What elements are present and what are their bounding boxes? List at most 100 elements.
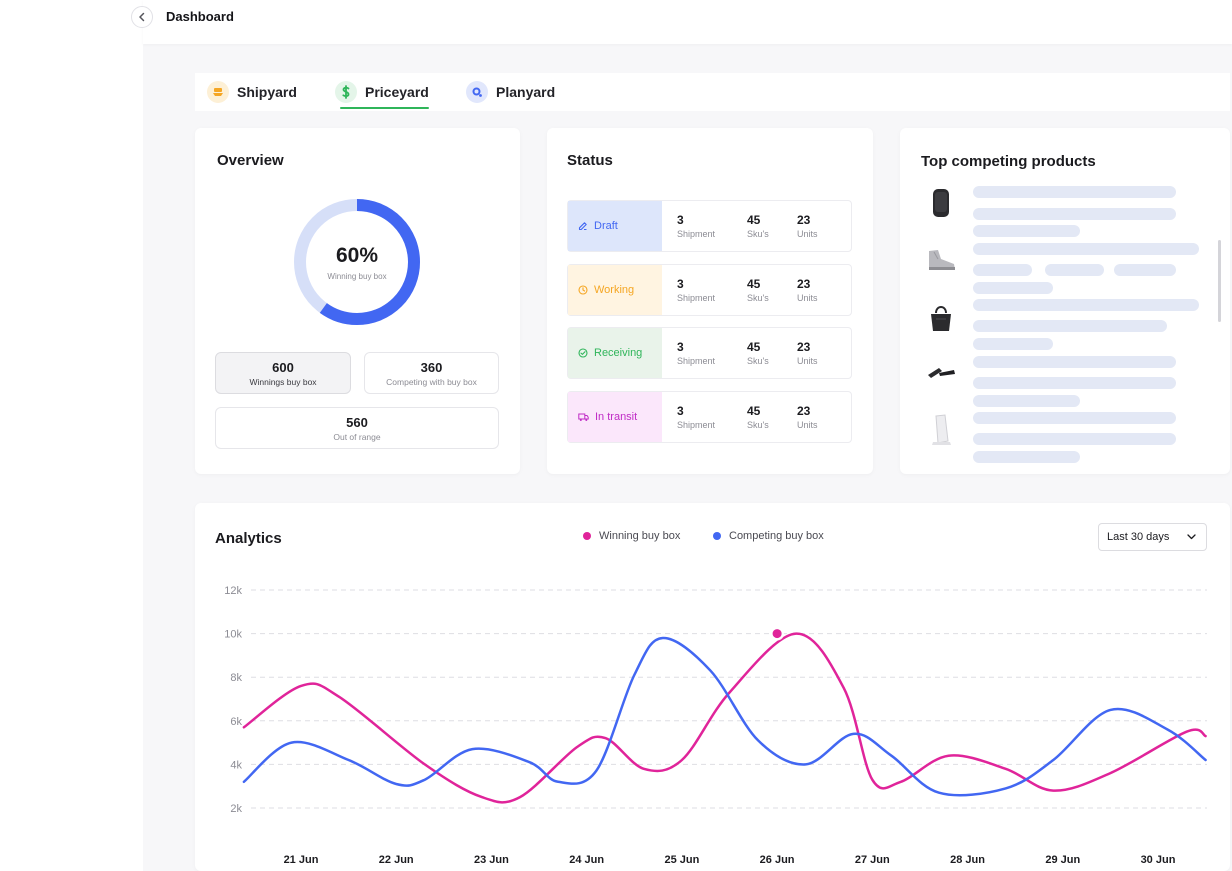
placeholder-bar <box>973 338 1053 350</box>
ship-icon <box>207 81 229 103</box>
placeholder-bar <box>973 412 1176 424</box>
legend-winning: Winning buy box <box>583 530 680 542</box>
shipment-label: Shipment <box>677 356 716 366</box>
legend-label: Winning buy box <box>599 530 681 542</box>
status-tag: Draft <box>568 201 662 251</box>
stat-competing[interactable]: 360 Competing with buy box <box>364 352 499 394</box>
stat-label: Winnings buy box <box>249 376 317 387</box>
highlight-point <box>772 629 782 639</box>
x-tick-label: 21 Jun <box>284 854 319 866</box>
top-bar <box>143 0 1232 44</box>
placeholder-bar <box>973 264 1032 276</box>
placeholder-bar <box>973 299 1199 311</box>
back-button[interactable] <box>131 6 153 28</box>
remote-icon <box>921 352 961 392</box>
y-tick-label: 2k <box>230 803 242 815</box>
x-tick-label: 27 Jun <box>855 854 890 866</box>
unit-count: 23 <box>797 340 811 354</box>
donut-caption: Winning buy box <box>327 271 387 281</box>
donut-percent: 60% <box>335 243 379 267</box>
x-tick-label: 26 Jun <box>760 854 795 866</box>
legend-dot <box>713 532 721 540</box>
sidebar <box>0 0 143 871</box>
unit-label: Units <box>797 229 818 239</box>
status-tag: Working <box>568 265 662 315</box>
plan-icon <box>466 81 488 103</box>
date-range-value: Last 30 days <box>1107 531 1170 543</box>
sku-count: 45 <box>747 213 761 227</box>
analytics-card <box>195 503 1230 871</box>
stat-label: Out of range <box>333 431 381 442</box>
donut-label: 60% Winning buy box <box>292 197 422 327</box>
overview-title: Overview <box>217 152 284 169</box>
placeholder-bar <box>973 377 1176 389</box>
y-tick-label: 8k <box>230 672 242 684</box>
tab-priceyard[interactable]: Priceyard <box>335 73 429 111</box>
status-row-working[interactable]: Working 3 Shipment 45 Sku's 23 Units <box>567 264 852 316</box>
stat-value: 600 <box>272 359 294 375</box>
legend-label: Competing buy box <box>729 530 824 542</box>
scrollbar-thumb[interactable] <box>1218 240 1221 322</box>
status-row-in-transit[interactable]: In transit 3 Shipment 45 Sku's 23 Units <box>567 391 852 443</box>
y-tick-label: 4k <box>230 759 242 771</box>
active-tab-indicator <box>340 107 429 109</box>
shipment-count: 3 <box>677 340 684 354</box>
status-tag: Receiving <box>568 328 662 378</box>
status-label: Working <box>594 284 635 296</box>
shoe-icon <box>921 240 961 280</box>
x-tick-label: 22 Jun <box>379 854 414 866</box>
stat-out-of-range[interactable]: 560 Out of range <box>215 407 499 449</box>
shipment-count: 3 <box>677 404 684 418</box>
x-tick-label: 25 Jun <box>664 854 699 866</box>
shipment-label: Shipment <box>677 229 716 239</box>
status-label: Draft <box>594 220 618 232</box>
placeholder-bar <box>973 225 1080 237</box>
analytics-chart: 12k 10k 8k 6k 4k 2k 21 Jun 22 Jun 23 Jun 24 Jun 25… <box>224 585 1207 866</box>
legend-competing: Competing buy box <box>713 530 824 542</box>
charger-icon <box>921 410 961 450</box>
page-title: Dashboard <box>166 9 234 24</box>
status-row-receiving[interactable]: Receiving 3 Shipment 45 Sku's 23 Units <box>567 327 852 379</box>
stat-value: 360 <box>420 359 443 375</box>
tab-bar: Shipyard Priceyard Planyard <box>195 73 1230 111</box>
y-tick-label: 12k <box>224 585 242 597</box>
x-tick-label: 23 Jun <box>474 854 509 866</box>
shipment-count: 3 <box>677 277 684 291</box>
date-range-select[interactable]: Last 30 days <box>1098 523 1207 551</box>
sku-label: Sku's <box>747 293 769 303</box>
placeholder-bar <box>973 320 1167 332</box>
status-row-draft[interactable]: Draft 3 Shipment 45 Sku's 23 Units <box>567 200 852 252</box>
placeholder-bar <box>973 451 1080 463</box>
tab-shipyard[interactable]: Shipyard <box>207 73 297 111</box>
sku-label: Sku's <box>747 420 769 430</box>
placeholder-bar <box>1114 264 1176 276</box>
x-tick-label: 28 Jun <box>950 854 985 866</box>
unit-label: Units <box>797 420 818 430</box>
stat-winnings[interactable]: 600 Winnings buy box <box>215 352 351 394</box>
placeholder-bar <box>973 433 1176 445</box>
status-label: In transit <box>595 411 638 423</box>
placeholder-bar <box>1045 264 1104 276</box>
winning-series-line <box>242 632 1207 804</box>
sku-count: 45 <box>747 404 761 418</box>
placeholder-bar <box>973 282 1053 294</box>
legend-dot <box>583 532 591 540</box>
unit-count: 23 <box>797 404 811 418</box>
placeholder-bar <box>973 186 1176 198</box>
stat-label: Competing with buy box <box>386 376 477 387</box>
placeholder-bar <box>973 395 1080 407</box>
analytics-title: Analytics <box>215 530 282 547</box>
placeholder-bar <box>973 243 1199 255</box>
winning-donut-chart <box>294 199 420 325</box>
status-title: Status <box>567 152 613 169</box>
status-label: Receiving <box>594 347 643 359</box>
placeholder-bar <box>973 208 1176 220</box>
chevron-down-icon <box>1187 534 1196 540</box>
x-tick-label: 24 Jun <box>569 854 604 866</box>
top-products-title: Top competing products <box>921 153 1096 170</box>
dollar-icon <box>335 81 357 103</box>
tab-planyard[interactable]: Planyard <box>466 73 555 111</box>
unit-label: Units <box>797 356 818 366</box>
unit-label: Units <box>797 293 818 303</box>
speaker-icon <box>921 183 961 223</box>
